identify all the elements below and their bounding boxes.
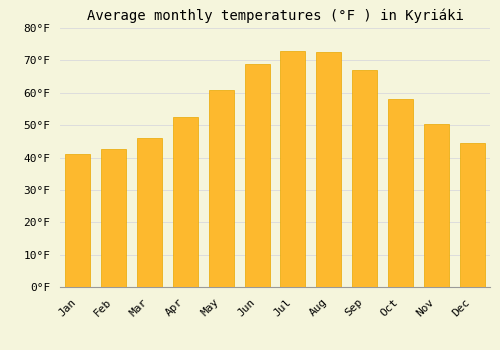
Bar <box>101 149 126 287</box>
Bar <box>137 138 162 287</box>
Bar <box>244 64 270 287</box>
Bar <box>460 143 484 287</box>
Bar <box>316 52 342 287</box>
Bar <box>352 70 377 287</box>
Bar <box>66 154 90 287</box>
Bar <box>280 51 305 287</box>
Title: Average monthly temperatures (°F ) in Kyriáki: Average monthly temperatures (°F ) in Ky… <box>86 8 464 23</box>
Bar <box>173 117 198 287</box>
Bar <box>424 124 449 287</box>
Bar <box>208 90 234 287</box>
Bar <box>388 99 413 287</box>
